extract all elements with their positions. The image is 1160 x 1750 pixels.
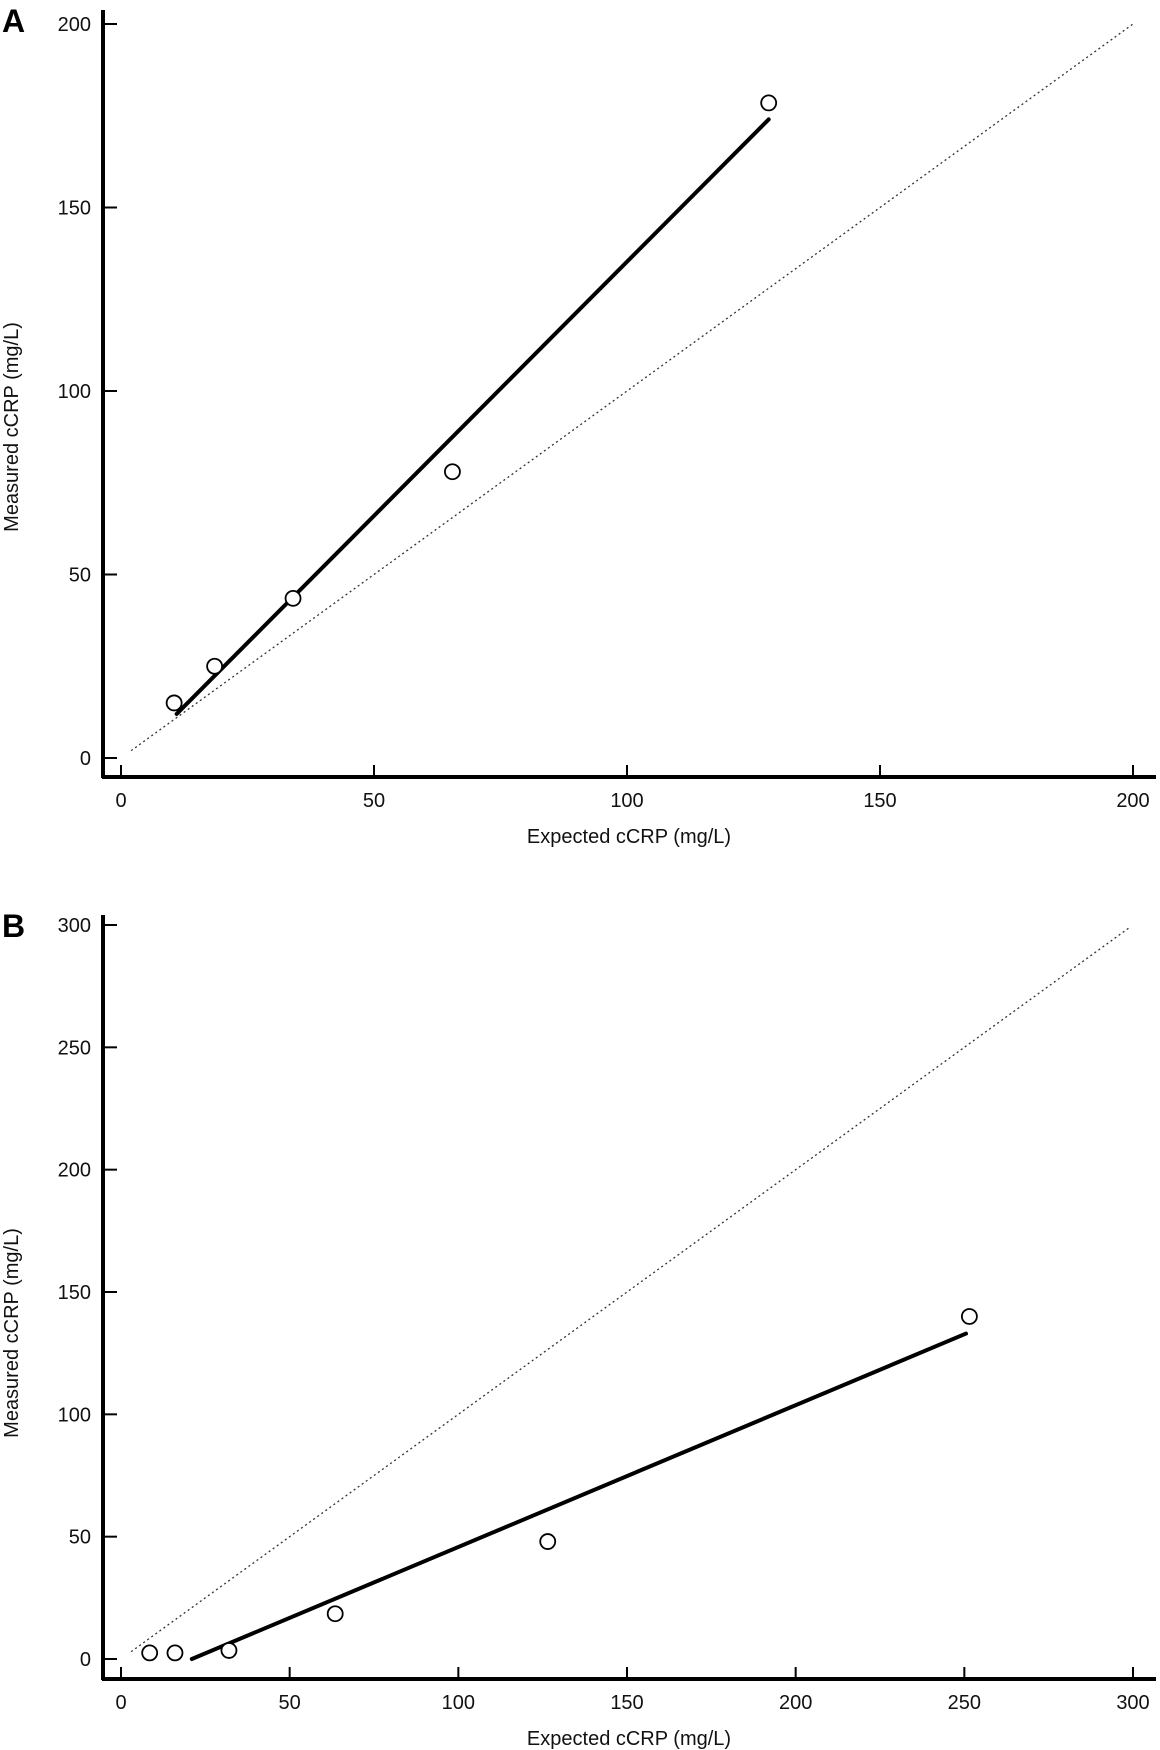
y-tick-label: 300 (58, 915, 91, 937)
data-point (284, 589, 302, 607)
identity-line (130, 23, 1134, 752)
y-tick-label: 100 (58, 1404, 91, 1426)
y-tick-label: 0 (80, 1649, 91, 1671)
x-tick-label: 150 (863, 790, 896, 812)
y-axis-title-a: Measured cCRP (mg/L) (1, 322, 23, 532)
y-tick-label: 200 (58, 1160, 91, 1182)
panel-label-a: A (2, 3, 25, 39)
panel-b: B Expected cCRP (mg/L) Measured cCRP (mg… (1, 908, 1156, 1750)
x-tick-label: 200 (779, 1692, 812, 1714)
x-axis-title-b: Expected cCRP (mg/L) (527, 1728, 731, 1750)
regression-line (189, 1331, 969, 1661)
x-tick-label: 250 (948, 1692, 981, 1714)
y-tick-label: 200 (58, 14, 91, 36)
x-tick-label: 200 (1116, 790, 1149, 812)
y-tick-label: 250 (58, 1037, 91, 1059)
x-tick-label: 300 (1116, 1692, 1149, 1714)
y-tick-label: 150 (58, 1282, 91, 1304)
data-point (166, 1644, 184, 1662)
data-point (220, 1642, 238, 1659)
regression-line (174, 117, 771, 716)
data-point (539, 1533, 557, 1550)
x-tick-label: 50 (279, 1692, 301, 1714)
data-point (141, 1644, 159, 1662)
x-tick-label: 0 (115, 1692, 126, 1714)
y-tick-label: 50 (69, 1527, 91, 1549)
x-tick-label: 150 (610, 1692, 643, 1714)
x-tick-label: 0 (115, 790, 126, 812)
x-tick-label: 100 (442, 1692, 475, 1714)
y-axis-title-b: Measured cCRP (mg/L) (1, 1228, 23, 1438)
data-point (444, 463, 461, 481)
x-tick-label: 50 (363, 790, 385, 812)
x-axis-title-a: Expected cCRP (mg/L) (527, 826, 731, 848)
panel-a: A Expected cCRP (mg/L) Measured cCRP (mg… (1, 3, 1156, 848)
y-tick-label: 100 (58, 381, 91, 403)
x-tick-label: 100 (610, 790, 643, 812)
y-tick-label: 150 (58, 198, 91, 220)
data-point (760, 94, 778, 112)
y-tick-label: 50 (69, 565, 91, 587)
data-point (206, 657, 224, 675)
data-point (165, 694, 183, 712)
y-tick-label: 0 (80, 748, 91, 770)
data-point (326, 1605, 344, 1623)
panel-label-b: B (2, 908, 25, 944)
data-point (960, 1308, 978, 1325)
identity-line (130, 926, 1131, 1653)
